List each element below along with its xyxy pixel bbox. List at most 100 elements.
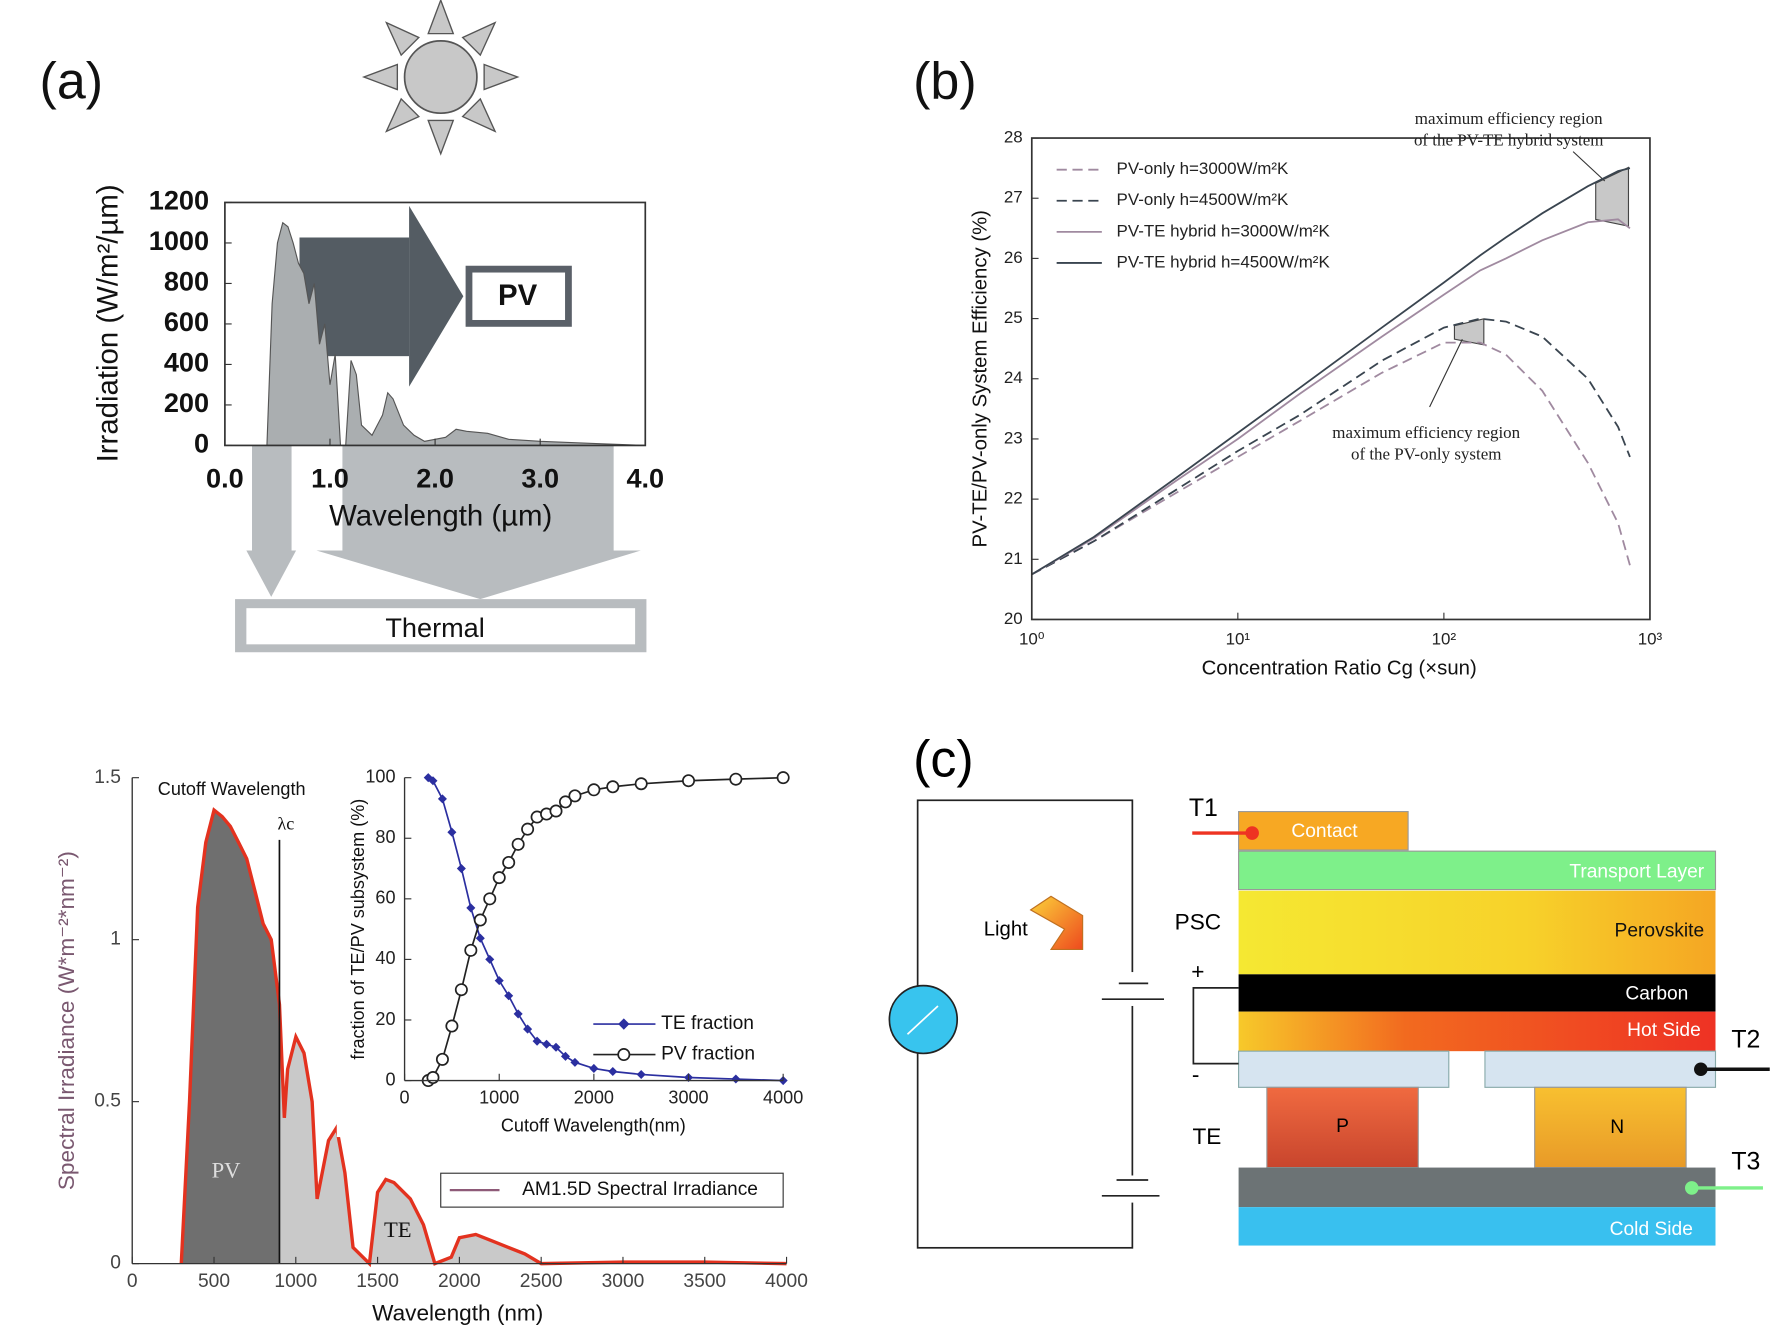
point xyxy=(568,789,582,803)
x-tick-label: 10³ xyxy=(1638,629,1663,648)
x-tick-label: 2000 xyxy=(438,1271,481,1292)
point xyxy=(636,1069,646,1080)
legend-label: TE fraction xyxy=(661,1013,754,1034)
minus-sign: - xyxy=(1192,1062,1200,1087)
y-tick-label: 0.5 xyxy=(94,1091,121,1112)
point xyxy=(454,983,468,997)
x-tick-label: 3500 xyxy=(683,1271,726,1292)
thermal-arrows xyxy=(235,445,647,653)
x-tick-label: 0.0 xyxy=(206,463,244,494)
y-tick-label: 23 xyxy=(1004,428,1023,447)
x-tick-label: 3000 xyxy=(668,1087,708,1107)
point xyxy=(445,1019,459,1033)
point xyxy=(426,1071,440,1085)
point xyxy=(473,913,487,927)
y-axis-label: Spectral Irradiance (W*m⁻²*nm⁻²) xyxy=(54,851,79,1190)
point xyxy=(513,1009,523,1019)
point xyxy=(521,822,535,836)
efficiency-regions xyxy=(1429,151,1630,408)
plot-frame xyxy=(1030,137,1651,621)
x-tick-label: 2.0 xyxy=(416,463,454,494)
y-tick-label: 1.5 xyxy=(94,767,121,788)
x-tick-label: 4.0 xyxy=(626,463,664,494)
y-tick-label: 0 xyxy=(110,1253,121,1274)
x-tick-label: 10² xyxy=(1432,629,1457,648)
x-axis-label: Concentration Ratio Cg (×sun) xyxy=(1202,658,1477,680)
psc-label: PSC xyxy=(1175,909,1221,934)
panel-label: (c) xyxy=(913,731,974,789)
y-tick-label: 25 xyxy=(1004,308,1023,327)
y-tick-label: 27 xyxy=(1004,188,1023,207)
te-label: TE xyxy=(1193,1124,1222,1149)
point xyxy=(464,943,478,957)
area xyxy=(266,221,646,446)
legend-marker xyxy=(618,1018,630,1030)
y-tick-label: 20 xyxy=(1004,609,1023,628)
y-tick-label: 60 xyxy=(375,888,395,908)
y-tick-label: 1 xyxy=(110,929,121,950)
legend-marker xyxy=(617,1048,631,1062)
layer-label: Cold Side xyxy=(1610,1219,1693,1240)
annotation: Thermal xyxy=(385,612,484,643)
legend-label: PV-TE hybrid h=3000W/m²K xyxy=(1117,221,1331,240)
annotation: λc xyxy=(278,813,295,833)
series-line xyxy=(1031,167,1631,576)
x-tick-label: 10⁰ xyxy=(1019,629,1045,648)
x-axis-label: Wavelength (nm) xyxy=(372,1300,543,1325)
y-tick-label: 26 xyxy=(1004,248,1023,267)
y-tick-label: 20 xyxy=(375,1009,395,1029)
x-tick-label: 3.0 xyxy=(521,463,559,494)
point xyxy=(560,1051,570,1061)
layer-label: N xyxy=(1610,1117,1624,1138)
point xyxy=(435,1052,449,1066)
layer-label: Transport Layer xyxy=(1569,862,1704,883)
point xyxy=(776,771,790,785)
annotation: of the PV-only system xyxy=(1351,444,1501,463)
layer-label: Hot Side xyxy=(1627,1020,1701,1041)
y-tick-label: 22 xyxy=(1004,489,1023,508)
y-tick-label: 21 xyxy=(1004,549,1023,568)
layer-label: P xyxy=(1336,1116,1349,1137)
x-axis-label: Cutoff Wavelength(nm) xyxy=(501,1116,686,1136)
point xyxy=(492,871,506,885)
x-tick-label: 0 xyxy=(400,1087,410,1107)
y-tick-label: 0 xyxy=(385,1069,395,1089)
x-tick-label: 2500 xyxy=(520,1271,563,1292)
point xyxy=(551,1042,561,1052)
series-line xyxy=(1031,341,1631,576)
light-label: Light xyxy=(984,919,1028,941)
x-tick-label: 0 xyxy=(127,1271,138,1292)
legend-label: PV fraction xyxy=(661,1044,755,1065)
point xyxy=(549,804,563,818)
y-tick-label: 24 xyxy=(1004,368,1023,387)
series-line xyxy=(1031,218,1631,576)
legend-label: AM1.5D Spectral Irradiance xyxy=(522,1179,758,1200)
point xyxy=(511,837,525,851)
point xyxy=(437,794,447,804)
legend-label: PV-TE hybrid h=4500W/m²K xyxy=(1117,252,1331,271)
x-tick-label: 1.0 xyxy=(311,463,349,494)
layer-label: Contact xyxy=(1291,821,1358,842)
y-axis-label: Irradiation (W/m²/µm) xyxy=(91,184,124,462)
series-line xyxy=(1031,317,1631,576)
point xyxy=(523,1024,533,1034)
sun-icon xyxy=(361,0,520,156)
y-tick-label: 100 xyxy=(365,766,395,786)
y-tick-label: 1200 xyxy=(149,185,209,216)
terminal-label: T1 xyxy=(1189,794,1218,822)
inset-bg xyxy=(336,766,806,1138)
x-tick-label: 4000 xyxy=(765,1271,808,1292)
legend-label: PV-only h=3000W/m²K xyxy=(1117,159,1290,178)
annotation: of the PV-TE hybrid system xyxy=(1414,130,1603,149)
point xyxy=(729,772,743,786)
y-axis-label: PV-TE/PV-only System Efficiency (%) xyxy=(969,210,991,547)
point xyxy=(587,783,601,797)
x-axis-label: Wavelength (µm) xyxy=(329,500,552,533)
point xyxy=(532,1036,542,1046)
terminal-label: T3 xyxy=(1731,1148,1760,1176)
point xyxy=(731,1074,741,1084)
point xyxy=(634,777,648,791)
y-tick-label: 800 xyxy=(164,266,209,297)
point xyxy=(589,1063,599,1073)
